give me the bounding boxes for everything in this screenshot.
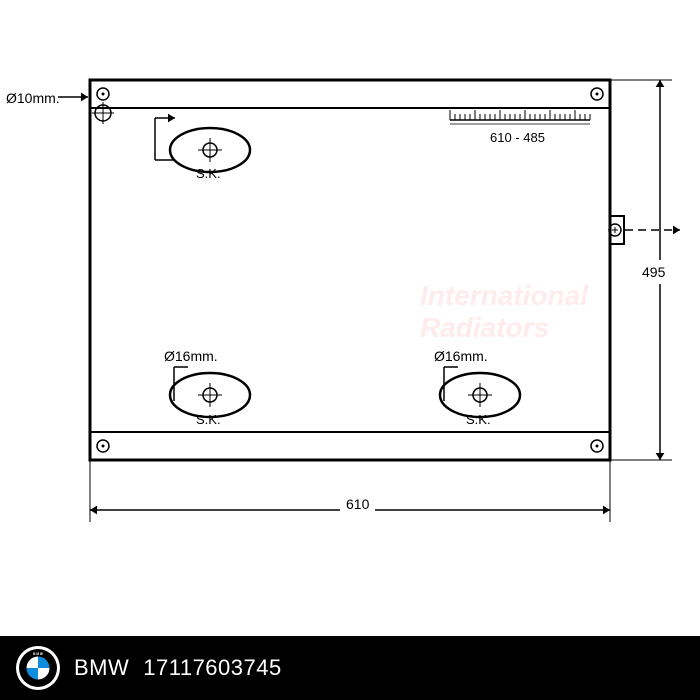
dia-br-label: Ø16mm. — [434, 348, 488, 364]
height-dim-value: 495 — [640, 260, 667, 284]
part-number: 17117603745 — [143, 655, 281, 681]
brand-logo-wrap: B M W — [16, 646, 60, 690]
svg-text:B M W: B M W — [33, 652, 43, 656]
brand-text: BMW — [74, 655, 129, 681]
bmw-logo-icon: B M W — [18, 648, 58, 688]
sk-label-br: S.K. — [466, 412, 491, 427]
technical-drawing — [0, 0, 700, 700]
sk-label-tl: S.K. — [196, 166, 221, 181]
footer-bar: B M W BMW 17117603745 — [0, 636, 700, 700]
width-dim-value: 610 — [340, 496, 375, 512]
scale-text: 610 - 485 — [490, 130, 545, 145]
dia-top-left-label: Ø10mm. — [6, 90, 60, 106]
sk-label-bl: S.K. — [196, 412, 221, 427]
dia-bl-label: Ø16mm. — [164, 348, 218, 364]
